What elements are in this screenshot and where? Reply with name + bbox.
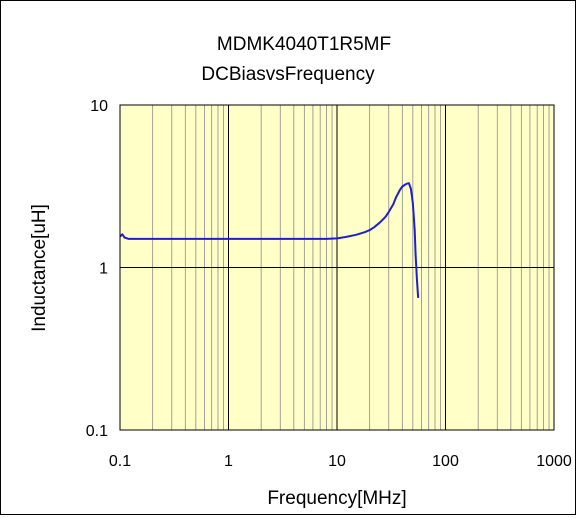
plot-border (119, 104, 555, 431)
chart-subtitle: DCBiasvsFrequency (201, 64, 375, 85)
major-grid (120, 105, 554, 430)
series-line (119, 182, 420, 298)
y-tick-label: 10 (90, 98, 108, 115)
x-tick-label: 100 (432, 453, 459, 470)
x-tick-labels: 0.1 1 10 100 1000 (109, 453, 572, 470)
x-tick-label: 1000 (536, 453, 572, 470)
x-tick-label: 0.1 (109, 453, 131, 470)
y-tick-labels: 0.1 1 10 (86, 98, 108, 440)
series-layer (119, 182, 420, 298)
y-tick-label: 0.1 (86, 423, 108, 440)
chart-title: MDMK4040T1R5MF (217, 34, 391, 55)
x-tick-label: 1 (224, 453, 233, 470)
x-tick-label: 10 (328, 453, 346, 470)
y-axis-label: Inductance[uH] (29, 204, 50, 332)
y-tick-label: 1 (99, 261, 108, 278)
x-axis-label: Frequency[MHz] (267, 488, 406, 509)
